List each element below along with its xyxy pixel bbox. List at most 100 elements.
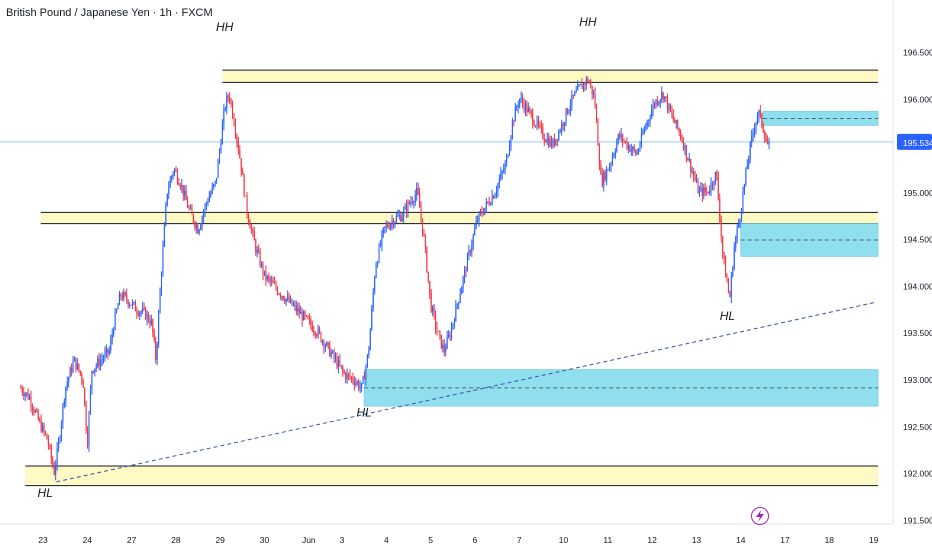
candle-body [350,377,352,379]
candle-body [652,104,654,111]
candle-body [762,125,764,132]
candle-body [488,202,490,205]
candle-body [129,304,131,306]
candle-body [140,311,142,313]
candle-body [397,215,399,217]
candle-body [597,120,599,146]
candle-body [365,366,367,380]
candle-body [316,335,318,336]
candle-body [110,339,112,351]
candle-body [711,182,714,186]
candle-body [675,120,677,124]
candle-body [516,107,518,108]
candle-body [97,358,99,366]
candle-body [552,139,554,147]
candle-body [462,277,464,288]
candle-body [143,307,145,309]
candle-body [659,99,661,102]
candle-body [230,100,232,104]
candle-body [743,183,745,193]
candle-body [687,157,689,161]
candle-body [152,319,154,333]
time-axis[interactable]: 23 24 27 28 29 30 Jun 3 4 5 6 7 10 11 12 13 14 17 18 19 [38,535,878,545]
candle-body [204,205,206,213]
candle-body [443,344,445,352]
candle-body [696,180,698,182]
candle-body [736,227,738,238]
candle-body [168,187,170,194]
candle-body [437,331,439,333]
candle-body [91,371,93,389]
candle-body [517,105,519,108]
candle-body [359,386,361,389]
candle-body [420,207,422,219]
candle-body [185,190,187,201]
time-tick-label: 13 [692,535,702,545]
candle-body [410,201,412,204]
candle-body [651,110,653,119]
candle-body [303,311,305,321]
candle-body [100,360,102,367]
candle-body [419,194,421,208]
candle-body [730,276,732,298]
time-tick-label: 5 [428,535,433,545]
candle-body [381,233,383,245]
candle-body [239,150,241,159]
candle-body [613,154,615,158]
candle-body [433,307,435,315]
candle-body [588,81,590,84]
candle-body [417,187,419,195]
candle-body [333,351,335,359]
candle-body [374,277,376,293]
candle-body [649,118,651,121]
candle-body [523,103,525,111]
candle-body [482,213,484,215]
candle-body [681,137,683,142]
candle-body [297,308,299,312]
price-tick-label: 194.000 [903,281,932,291]
candle-body [263,270,265,275]
candle-body [555,139,557,145]
candle-body [114,312,116,330]
candle-body [131,302,134,306]
candle-body [636,152,638,155]
candle-body [200,225,202,230]
candle-body [610,163,612,167]
candle-body [746,165,748,169]
candle-body [342,366,344,372]
candle-body [510,136,512,147]
candle-body [449,334,451,338]
candle-body [646,121,648,127]
candle-body [739,218,741,223]
candle-body [490,203,492,205]
candle-body [237,141,239,151]
candle-body [536,119,538,127]
time-tick-label: 11 [603,535,612,545]
candle-body [150,319,152,325]
candle-body [469,250,471,253]
candle-body [88,413,90,446]
candle-body [26,392,28,394]
candle-body [548,138,550,147]
candle-body [398,215,400,216]
candle-body [394,221,396,226]
candle-body [726,277,728,283]
candle-body [198,229,200,234]
candle-body [62,404,64,423]
candle-body [75,357,77,370]
candle-body [229,97,231,101]
candle-body [162,246,164,274]
candle-body [662,92,664,99]
chart-title: British Pound / Japanese Yen · 1h · FXCM [6,7,213,19]
candle-body [553,139,555,145]
candle-body [313,331,315,333]
price-axis[interactable]: 196.500 196.000 195.000 194.500 194.000 193.5… [897,47,932,525]
candle-body [323,340,325,348]
candle-body [672,114,674,120]
candle-body [211,186,213,194]
candle-body [748,158,750,166]
candle-body [581,84,583,89]
lightning-icon[interactable] [751,507,769,525]
candle-body [58,441,60,449]
